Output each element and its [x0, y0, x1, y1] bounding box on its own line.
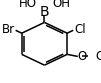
Text: Cl: Cl	[74, 23, 86, 36]
Text: HO: HO	[19, 0, 37, 10]
Text: Br: Br	[2, 23, 15, 36]
Text: O: O	[78, 50, 87, 63]
Text: OH: OH	[52, 0, 70, 10]
Text: CH₃: CH₃	[95, 50, 101, 63]
Text: B: B	[40, 5, 49, 19]
